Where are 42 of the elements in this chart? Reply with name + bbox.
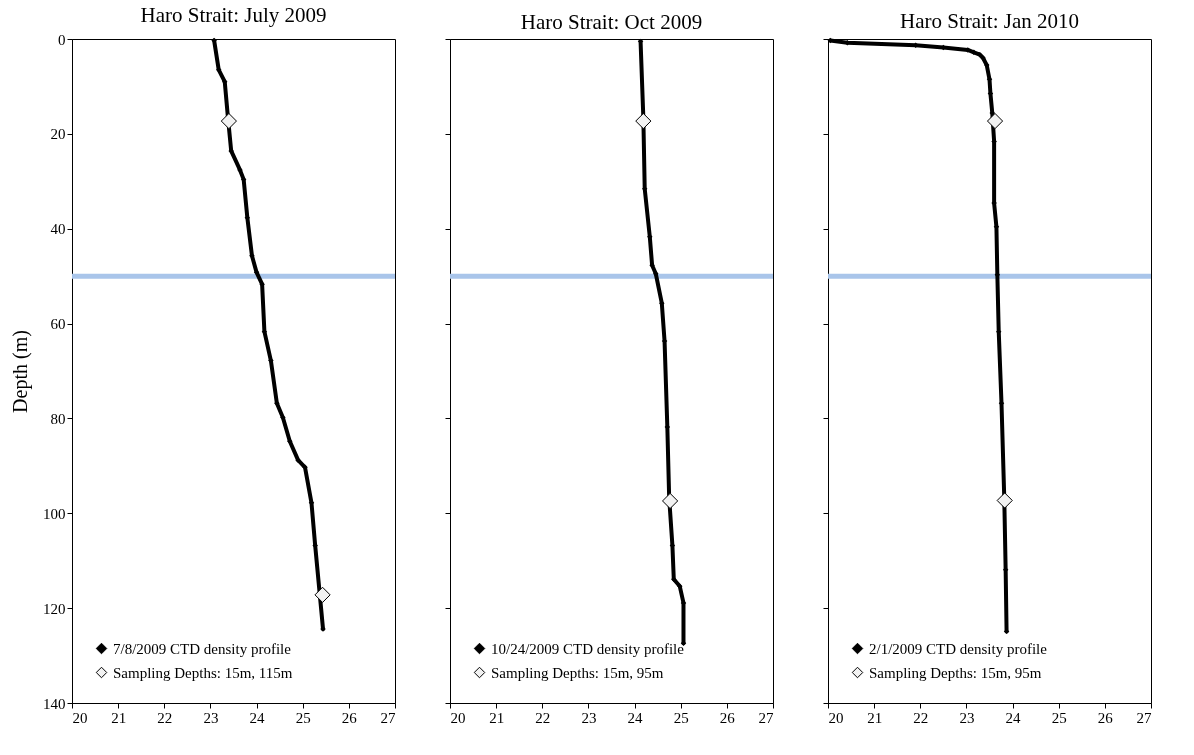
x-tick-label: 26 — [719, 709, 736, 726]
y-tick-label: 60 — [50, 316, 66, 333]
y-tick-label: 80 — [50, 410, 66, 427]
x-tick-label: 24 — [249, 709, 266, 726]
y-tick-label: 40 — [50, 221, 66, 238]
x-tick-label: 23 — [203, 709, 219, 726]
x-tick-label: 26 — [341, 709, 358, 726]
x-tick-label: 23 — [959, 709, 975, 726]
x-tick-label: 21 — [489, 709, 505, 726]
x-tick-label: 27 — [380, 709, 396, 726]
x-tick-label: 22 — [535, 709, 551, 726]
x-tick-label: 20 — [828, 709, 844, 726]
y-axis-title: Depth (m) — [9, 330, 32, 413]
x-tick-label: 23 — [581, 709, 597, 726]
x-tick-label: 24 — [627, 709, 644, 726]
legend-label: 2/1/2009 CTD density profile — [869, 640, 1048, 657]
x-tick-label: 25 — [673, 709, 689, 726]
x-tick-label: 27 — [758, 709, 774, 726]
y-tick-label: 120 — [43, 600, 66, 617]
legend-label: Sampling Depths: 15m, 95m — [869, 664, 1042, 681]
x-tick-label: 20 — [72, 709, 88, 726]
legend-label: 10/24/2009 CTD density profile — [491, 640, 685, 657]
x-tick-label: 22 — [157, 709, 173, 726]
y-tick-label: 100 — [43, 505, 66, 522]
y-tick-label: 0 — [58, 31, 66, 48]
chart-title: Haro Strait: July 2009 — [140, 3, 327, 27]
x-tick-label: 20 — [450, 709, 466, 726]
x-tick-label: 25 — [295, 709, 311, 726]
x-tick-label: 25 — [1051, 709, 1067, 726]
legend-label: 7/8/2009 CTD density profile — [113, 640, 292, 657]
x-tick-label: 27 — [1136, 709, 1152, 726]
x-tick-label: 22 — [913, 709, 929, 726]
y-tick-label: 20 — [50, 126, 66, 143]
y-tick-label: 140 — [43, 695, 66, 712]
x-tick-label: 26 — [1097, 709, 1114, 726]
x-tick-label: 24 — [1005, 709, 1022, 726]
chart-title: Haro Strait: Jan 2010 — [899, 8, 1080, 33]
legend-label: Sampling Depths: 15m, 95m — [491, 664, 664, 681]
x-tick-label: 21 — [111, 709, 127, 726]
chart-title: Haro Strait: Oct 2009 — [520, 9, 703, 34]
legend-label: Sampling Depths: 15m, 115m — [113, 664, 293, 681]
x-tick-label: 21 — [867, 709, 883, 726]
